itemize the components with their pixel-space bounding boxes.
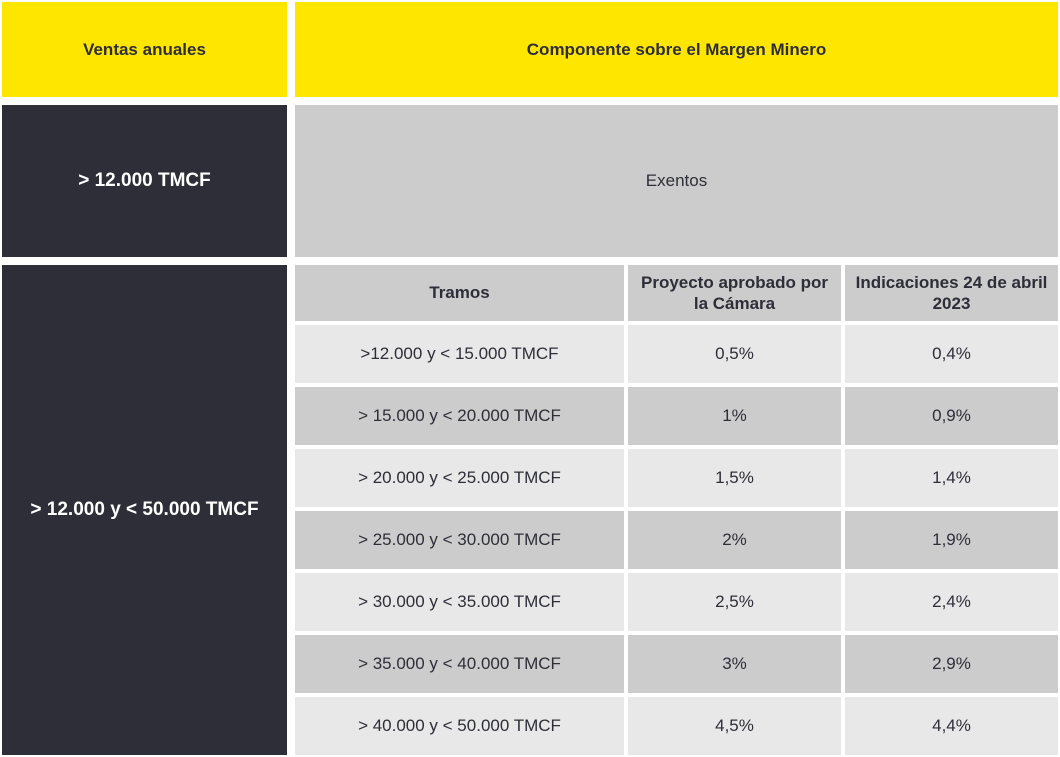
proyecto-cell: 2%: [628, 511, 841, 569]
indicaciones-cell: 2,9%: [845, 635, 1058, 693]
proyecto-cell: 0,5%: [628, 325, 841, 383]
indicaciones-cell: 4,4%: [845, 697, 1058, 755]
proyecto-cell: 1%: [628, 387, 841, 445]
proyecto-cell: 1,5%: [628, 449, 841, 507]
tramo-cell: > 15.000 y < 20.000 TMCF: [295, 387, 624, 445]
exentos-cell: Exentos: [295, 105, 1058, 257]
subtable-header-proyecto: Proyecto aprobado por la Cámara: [628, 265, 841, 321]
proyecto-cell: 2,5%: [628, 573, 841, 631]
proyecto-cell: 3%: [628, 635, 841, 693]
tramo-cell: > 20.000 y < 25.000 TMCF: [295, 449, 624, 507]
tramos-subtable: Tramos Proyecto aprobado por la Cámara I…: [295, 265, 1058, 755]
tramo-cell: > 35.000 y < 40.000 TMCF: [295, 635, 624, 693]
header-componente-margen-minero: Componente sobre el Margen Minero: [295, 2, 1058, 97]
proyecto-cell: 4,5%: [628, 697, 841, 755]
subtable-header-indicaciones: Indicaciones 24 de abril 2023: [845, 265, 1058, 321]
indicaciones-cell: 1,4%: [845, 449, 1058, 507]
tramo-cell: > 25.000 y < 30.000 TMCF: [295, 511, 624, 569]
indicaciones-cell: 0,4%: [845, 325, 1058, 383]
indicaciones-cell: 0,9%: [845, 387, 1058, 445]
indicaciones-cell: 2,4%: [845, 573, 1058, 631]
tramo-cell: > 40.000 y < 50.000 TMCF: [295, 697, 624, 755]
tramo-cell: > 30.000 y < 35.000 TMCF: [295, 573, 624, 631]
tramo-cell: >12.000 y < 15.000 TMCF: [295, 325, 624, 383]
header-ventas-anuales: Ventas anuales: [2, 2, 287, 97]
subtable-header-tramos: Tramos: [295, 265, 624, 321]
indicaciones-cell: 1,9%: [845, 511, 1058, 569]
ventas-cell-exentos: > 12.000 TMCF: [2, 105, 287, 257]
ventas-cell-tramos: > 12.000 y < 50.000 TMCF: [2, 265, 287, 755]
